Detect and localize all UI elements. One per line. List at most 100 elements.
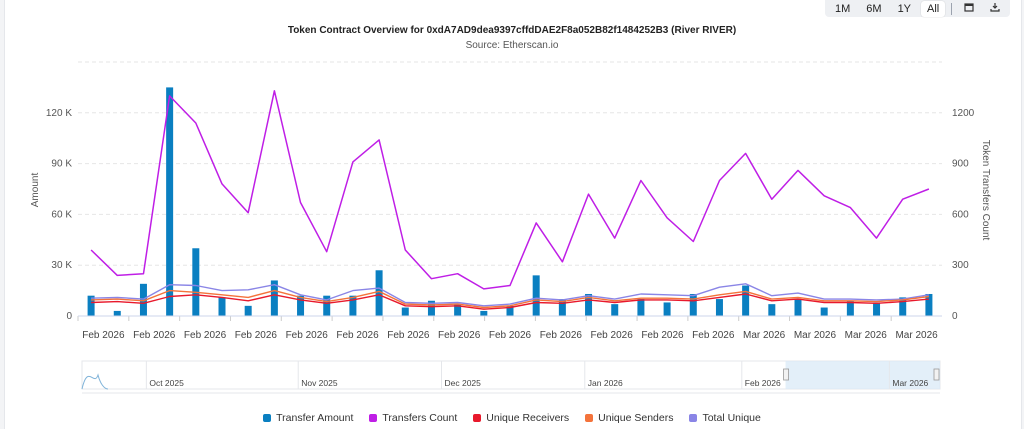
bar-transfer-amount	[244, 305, 252, 316]
navigator-label: Mar 2026	[892, 378, 928, 388]
x-tick-label: Feb 2026	[336, 330, 379, 341]
legend: Transfer Amount Transfers Count Unique R…	[0, 412, 1024, 424]
range-divider	[951, 2, 953, 15]
range-selector: 1M 6M 1Y All	[825, 0, 1011, 17]
legend-label: Unique Senders	[598, 412, 674, 424]
bar-transfer-amount	[585, 293, 593, 316]
bar-transfer-amount	[375, 270, 383, 316]
range-1y-button[interactable]: 1Y	[897, 2, 912, 15]
line-unique-senders	[91, 289, 929, 309]
range-1m-button[interactable]: 1M	[835, 2, 851, 15]
navigator-selection	[785, 361, 940, 389]
bar-transfer-amount	[454, 304, 462, 316]
bar-transfer-amount	[323, 295, 331, 316]
bar-transfer-amount	[506, 305, 514, 316]
calendar-icon[interactable]	[958, 0, 980, 17]
x-tick-label: Feb 2026	[438, 330, 481, 341]
bar-transfer-amount	[663, 302, 671, 316]
y-tick-label: 0	[66, 311, 72, 322]
y2-axis-ticks: 0 300 600 900 1200	[952, 108, 975, 322]
bar-transfer-amount	[715, 299, 723, 316]
legend-swatch-unique-senders	[585, 414, 594, 422]
y-tick-label: 60 K	[51, 209, 72, 220]
bar-transfer-amount	[820, 307, 828, 316]
x-tick-label: Feb 2026	[641, 330, 684, 341]
navigator-label: Oct 2025	[149, 378, 184, 388]
bar-transfer-amount	[427, 300, 435, 316]
bar-transfer-amount	[925, 293, 933, 316]
navigator[interactable]: Oct 2025 Nov 2025 Dec 2025 Jan 2026 Feb 2026…	[81, 360, 941, 394]
legend-unique-senders[interactable]: Unique Senders	[585, 412, 673, 424]
bar-transfer-amount	[270, 280, 278, 316]
navigator-series	[81, 373, 109, 390]
bar-transfer-amount	[532, 275, 540, 316]
bar-transfer-amount	[899, 297, 907, 316]
y2-tick-label: 900	[952, 159, 969, 170]
legend-unique-receivers[interactable]: Unique Receivers	[473, 412, 569, 424]
bar-transfer-amount	[192, 248, 200, 316]
bar-transfer-amount	[846, 300, 854, 316]
y2-tick-label: 1200	[952, 108, 975, 119]
x-tick-label: Feb 2026	[591, 330, 634, 341]
bar-transfer-amount	[768, 304, 776, 316]
y-tick-label: 90 K	[51, 159, 72, 170]
bar-transfer-amount	[637, 299, 645, 316]
legend-swatch-transfers-count	[369, 414, 378, 422]
x-tick-label: Feb 2026	[286, 330, 329, 341]
legend-label: Transfer Amount	[276, 412, 354, 424]
bar-transfer-amount	[558, 299, 566, 316]
x-tick-label: Feb 2026	[184, 330, 227, 341]
range-all-button[interactable]: All	[921, 0, 946, 17]
range-6m-button[interactable]: 6M	[866, 2, 882, 15]
x-tick-label: Mar 2026	[743, 330, 786, 341]
x-tick-label: Mar 2026	[794, 330, 837, 341]
legend-label: Transfers Count	[382, 412, 458, 424]
y-tick-label: 120 K	[46, 108, 72, 119]
y-axis-ticks: 0 30 K 60 K 90 K 120 K	[46, 108, 73, 322]
legend-transfers-count[interactable]: Transfers Count	[369, 412, 457, 424]
legend-label: Total Unique	[702, 412, 761, 424]
transfer-amount-bars	[87, 87, 933, 317]
line-unique-receivers	[91, 293, 929, 310]
legend-label: Unique Receivers	[486, 412, 570, 424]
legend-swatch-unique-receivers	[473, 414, 482, 422]
legend-transfer-amount[interactable]: Transfer Amount	[263, 412, 353, 424]
series-lines	[90, 90, 930, 310]
navigator-handle-right	[933, 368, 940, 381]
navigator-label: Nov 2025	[301, 378, 338, 388]
navigator-label: Jan 2026	[588, 378, 623, 388]
bar-transfer-amount	[139, 283, 147, 316]
line-transfers-count	[90, 90, 930, 290]
bar-transfer-amount	[166, 87, 174, 317]
y2-axis-label: Token Transfers Count	[980, 140, 991, 241]
legend-total-unique[interactable]: Total Unique	[689, 412, 761, 424]
x-tick-label: Feb 2026	[540, 330, 583, 341]
x-tick-label: Feb 2026	[82, 330, 125, 341]
chart-title: Token Contract Overview for 0xdA7AD9dea9…	[288, 25, 736, 36]
y2-tick-label: 0	[952, 311, 958, 322]
navigator-handle-left	[783, 368, 789, 381]
x-tick-label: Feb 2026	[489, 330, 532, 341]
y2-tick-label: 300	[952, 260, 969, 271]
bar-transfer-amount	[218, 297, 226, 316]
legend-swatch-transfer-amount	[263, 414, 272, 422]
x-tick-label: Feb 2026	[387, 330, 430, 341]
grid-lines	[78, 61, 942, 317]
x-tick-label: Feb 2026	[692, 330, 735, 341]
bar-transfer-amount	[401, 307, 409, 316]
bar-transfer-amount	[297, 295, 305, 316]
x-tick-label: Mar 2026	[845, 330, 888, 341]
legend-swatch-total-unique	[689, 414, 698, 422]
bar-transfer-amount	[87, 295, 95, 316]
bar-transfer-amount	[794, 299, 802, 316]
bar-transfer-amount	[742, 285, 750, 316]
navigator-label: Dec 2025	[445, 378, 482, 388]
chart-subtitle: Source: Etherscan.io	[466, 40, 559, 51]
bar-transfer-amount	[113, 310, 121, 316]
x-tick-label: Mar 2026	[895, 330, 938, 341]
y-tick-label: 30 K	[51, 260, 72, 271]
navigator-label: Feb 2026	[745, 378, 781, 388]
download-icon[interactable]	[984, 0, 1006, 17]
bar-transfer-amount	[349, 295, 357, 316]
line-total-unique	[91, 283, 930, 307]
